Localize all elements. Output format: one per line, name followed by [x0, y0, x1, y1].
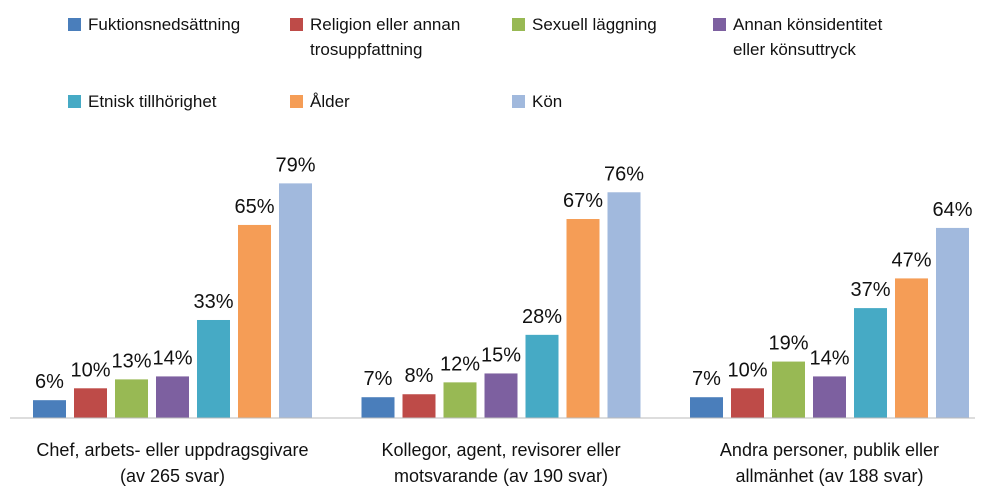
- bar: [197, 319, 230, 418]
- bar: [238, 224, 271, 418]
- legend-swatch: [713, 18, 726, 31]
- legend-label: Annan könsidentitet eller könsuttryck: [733, 15, 883, 59]
- legend-item: Annan könsidentitet eller könsuttryck: [713, 12, 883, 62]
- bar: [525, 334, 559, 418]
- value-label: 12%: [440, 353, 480, 375]
- bar: [772, 361, 805, 418]
- bar: [361, 397, 395, 418]
- value-label: 15%: [481, 344, 521, 366]
- value-label: 47%: [891, 249, 931, 271]
- legend-swatch: [68, 18, 81, 31]
- bar: [74, 388, 107, 418]
- bar: [607, 192, 641, 418]
- bar: [156, 376, 189, 418]
- legend-item: Kön: [512, 89, 562, 114]
- legend-label: Fuktionsnedsättning: [88, 15, 241, 34]
- legend-item: Etnisk tillhörighet: [68, 89, 217, 114]
- legend-label: Etnisk tillhörighet: [88, 92, 217, 111]
- bar: [566, 219, 600, 418]
- legend-swatch: [512, 18, 525, 31]
- legend-item: Sexuell läggning: [512, 12, 657, 37]
- bar: [279, 183, 312, 418]
- legend-swatch: [290, 95, 303, 108]
- value-label: 14%: [809, 347, 849, 369]
- value-label: 7%: [364, 368, 393, 390]
- legend-item: Religion eller annan trosuppfattning: [290, 12, 490, 62]
- legend-item: Ålder: [290, 89, 350, 114]
- value-label: 7%: [692, 368, 721, 390]
- value-label: 10%: [70, 359, 110, 381]
- value-label: 13%: [111, 350, 151, 372]
- legend-item: Fuktionsnedsättning: [68, 12, 240, 37]
- legend-label: Ålder: [310, 92, 350, 111]
- value-label: 10%: [727, 359, 767, 381]
- value-label: 64%: [932, 199, 972, 221]
- bar: [402, 394, 436, 418]
- category-label: Chef, arbets- eller uppdragsgivare (av 2…: [36, 440, 309, 486]
- value-label: 76%: [604, 163, 644, 185]
- value-label: 67%: [563, 190, 603, 212]
- legend: Fuktionsnedsättning Religion eller annan …: [0, 0, 982, 130]
- bar: [33, 400, 66, 418]
- category-label: Kollegor, agent, revisorer eller motsvar…: [381, 440, 621, 486]
- bar: [731, 388, 764, 418]
- bar: [443, 382, 477, 418]
- bar: [936, 227, 969, 418]
- value-label: 65%: [234, 196, 274, 218]
- value-label: 6%: [35, 371, 64, 393]
- legend-label: Sexuell läggning: [532, 15, 657, 34]
- legend-label: Religion eller annan trosuppfattning: [310, 15, 461, 59]
- value-label: 28%: [522, 306, 562, 328]
- bar: [115, 379, 148, 418]
- value-label: 79%: [275, 154, 315, 176]
- legend-swatch: [290, 18, 303, 31]
- bar: [895, 278, 928, 418]
- value-label: 8%: [405, 365, 434, 387]
- bar: [484, 373, 518, 418]
- legend-label: Kön: [532, 92, 563, 111]
- legend-swatch: [68, 95, 81, 108]
- bar: [813, 376, 846, 418]
- bar: [854, 308, 887, 418]
- value-label: 14%: [152, 347, 192, 369]
- bar: [690, 397, 723, 418]
- category-label: Andra personer, publik eller allmänhet (…: [719, 440, 940, 486]
- value-label: 37%: [850, 279, 890, 301]
- value-label: 19%: [768, 333, 808, 355]
- legend-swatch: [512, 95, 525, 108]
- value-label: 33%: [193, 291, 233, 313]
